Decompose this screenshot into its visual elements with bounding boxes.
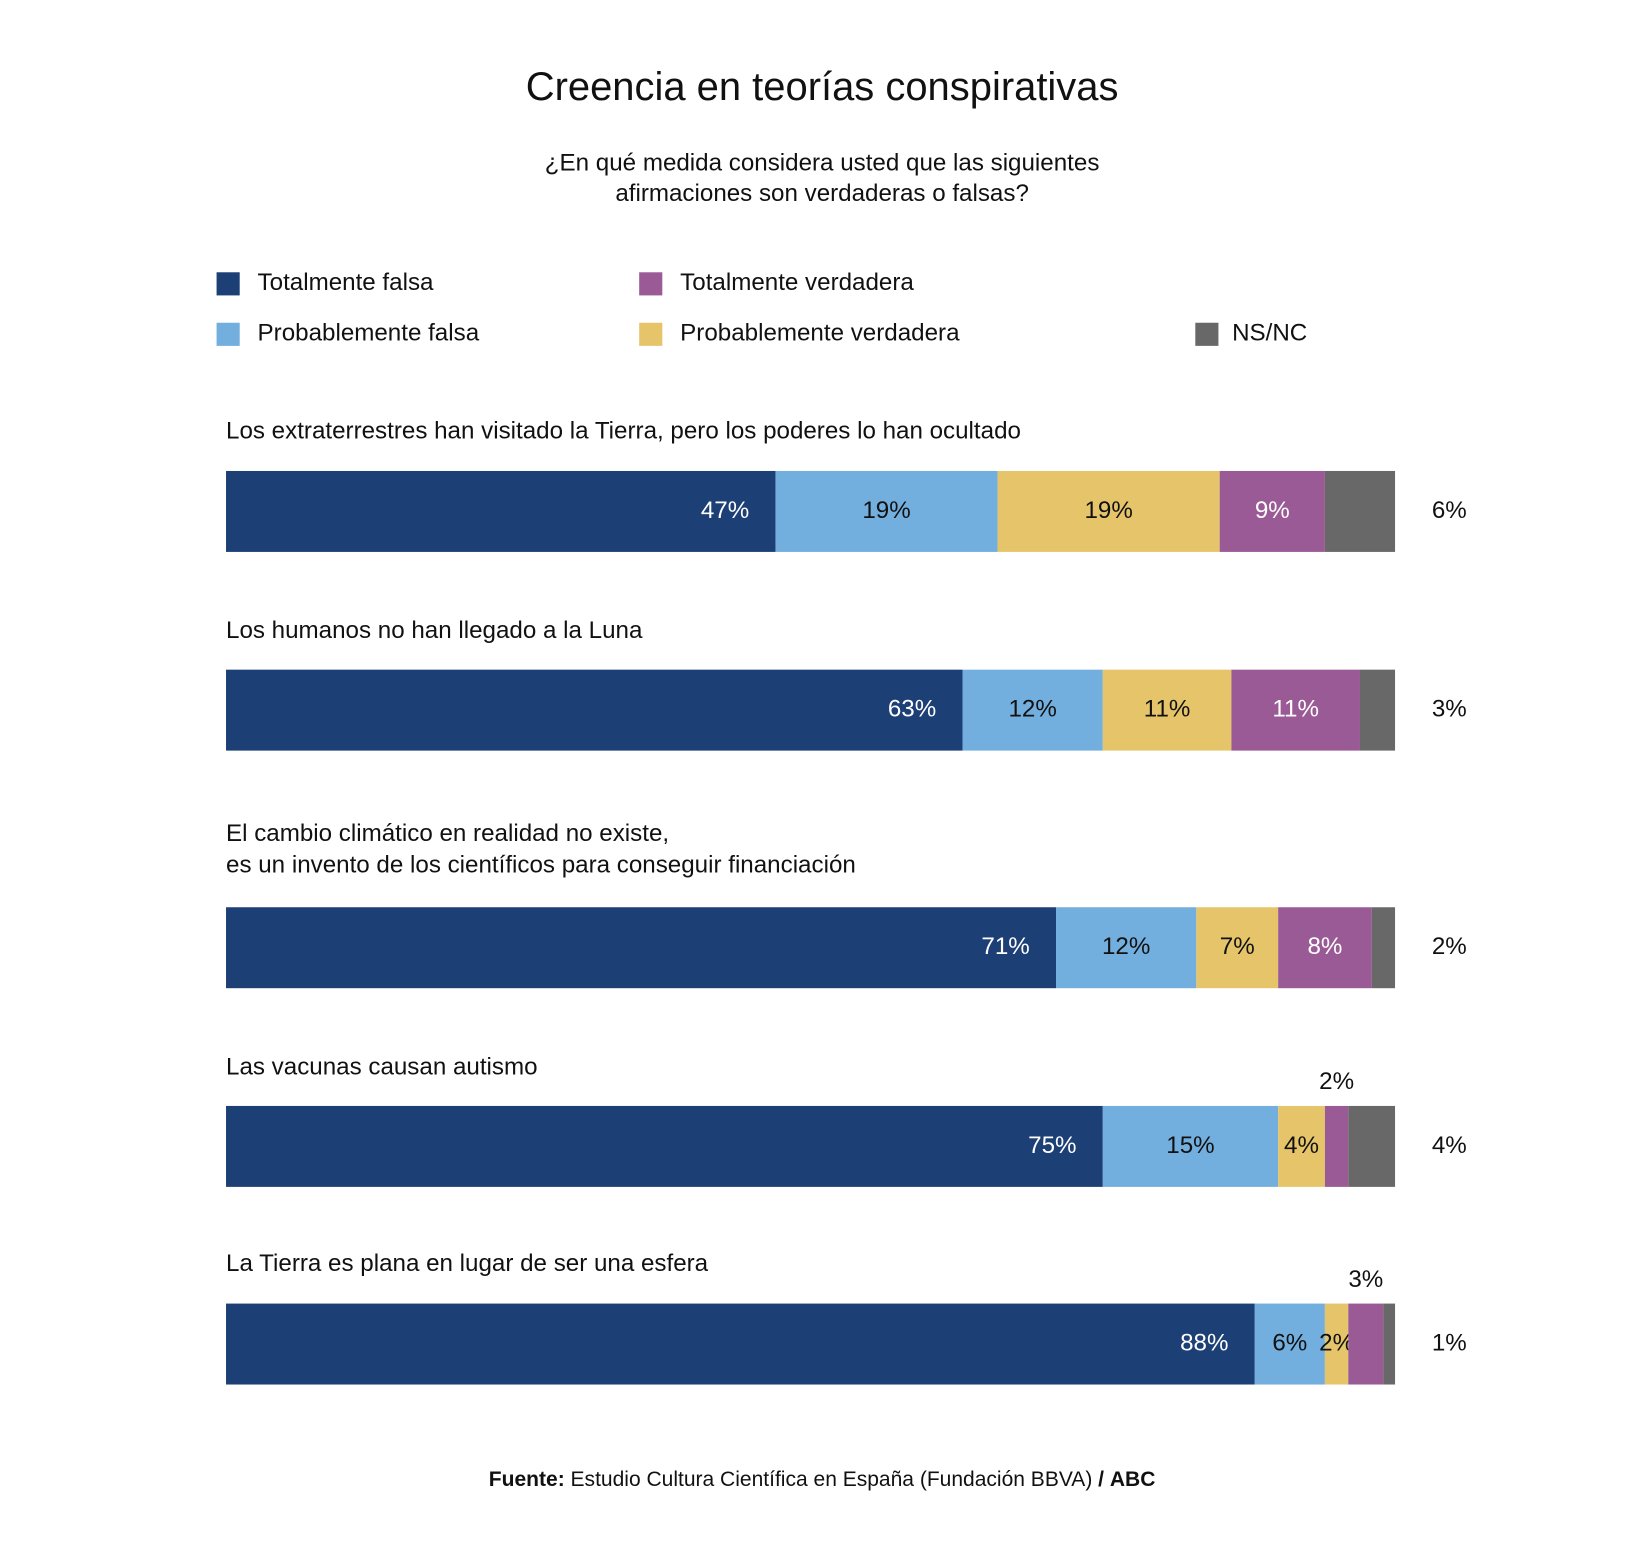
value-label: 6% bbox=[1272, 1329, 1307, 1356]
bar-segment bbox=[226, 1105, 1103, 1187]
source-brand: ABC bbox=[1110, 1468, 1156, 1491]
bar-segment bbox=[1102, 669, 1232, 751]
chart-title: Creencia en teorías conspirativas bbox=[526, 65, 1119, 109]
bar-segment bbox=[1056, 907, 1197, 989]
legend-label: Probablemente verdadera bbox=[680, 320, 960, 347]
value-label: 1% bbox=[1432, 1329, 1467, 1356]
bar-segment bbox=[226, 470, 776, 552]
value-label: 19% bbox=[1084, 497, 1132, 524]
bar-segment bbox=[1278, 1105, 1325, 1187]
value-label: 9% bbox=[1255, 497, 1290, 524]
value-label: 2% bbox=[1319, 1068, 1354, 1095]
bar-segment bbox=[1371, 907, 1396, 989]
bar-segment bbox=[1231, 669, 1360, 751]
source-text: Estudio Cultura Científica en España (Fu… bbox=[571, 1468, 1093, 1491]
bar-segment bbox=[1324, 1105, 1349, 1187]
category-label: es un invento de los científicos para co… bbox=[226, 852, 856, 879]
bar-segment bbox=[1278, 907, 1372, 989]
bar-segment bbox=[226, 1303, 1255, 1385]
bar-segment bbox=[226, 669, 963, 751]
bar-segment bbox=[962, 669, 1103, 751]
bar-segment bbox=[775, 470, 998, 552]
value-label: 4% bbox=[1432, 1132, 1467, 1159]
value-label: 2% bbox=[1432, 933, 1467, 960]
chart-subtitle: afirmaciones son verdaderas o falsas? bbox=[615, 180, 1029, 207]
value-label: 12% bbox=[1008, 696, 1056, 723]
source-label: Fuente: bbox=[489, 1468, 565, 1491]
bar-segment bbox=[1254, 1303, 1325, 1385]
legend-label: Totalmente verdadera bbox=[680, 269, 914, 296]
value-label: 88% bbox=[1180, 1329, 1228, 1356]
bar-segment bbox=[1324, 470, 1396, 552]
value-label: 3% bbox=[1348, 1266, 1383, 1293]
legend-swatch bbox=[639, 272, 663, 296]
value-label: 11% bbox=[1144, 696, 1191, 723]
value-label: 7% bbox=[1220, 933, 1255, 960]
legend-swatch bbox=[1195, 322, 1219, 346]
source-separator: / bbox=[1098, 1468, 1104, 1491]
chart-subtitle: ¿En qué medida considera usted que las s… bbox=[545, 149, 1100, 176]
bar-segment bbox=[1324, 1303, 1349, 1385]
category-label: Las vacunas causan autismo bbox=[226, 1053, 538, 1080]
value-label: 75% bbox=[1028, 1132, 1076, 1159]
legend-swatch bbox=[216, 272, 240, 296]
bar-segment bbox=[1359, 669, 1396, 751]
value-label: 71% bbox=[981, 933, 1029, 960]
legend-swatch bbox=[216, 322, 240, 346]
category-label: Los extraterrestres han visitado la Tier… bbox=[226, 417, 1021, 444]
source: Fuente: Estudio Cultura Científica en Es… bbox=[489, 1468, 1156, 1491]
legend-swatch bbox=[639, 322, 663, 346]
category-label: El cambio climático en realidad no exist… bbox=[226, 820, 669, 847]
bar-segment bbox=[997, 470, 1220, 552]
value-label: 8% bbox=[1307, 933, 1342, 960]
value-label: 12% bbox=[1102, 933, 1150, 960]
value-label: 47% bbox=[701, 497, 749, 524]
legend-label: Probablemente falsa bbox=[258, 320, 480, 347]
legend-label: NS/NC bbox=[1232, 320, 1307, 347]
bar-segment bbox=[1196, 907, 1279, 989]
value-label: 6% bbox=[1432, 497, 1467, 524]
value-label: 3% bbox=[1432, 696, 1467, 723]
bar-segment bbox=[1348, 1105, 1396, 1187]
legend-label: Totalmente falsa bbox=[258, 269, 434, 296]
value-label: 4% bbox=[1284, 1132, 1319, 1159]
bar-segment bbox=[1102, 1105, 1279, 1187]
bar-segment bbox=[1383, 1303, 1396, 1385]
bar-segment bbox=[1348, 1303, 1384, 1385]
category-label: La Tierra es plana en lugar de ser una e… bbox=[226, 1250, 709, 1277]
bar-segment bbox=[226, 907, 1057, 989]
value-label: 11% bbox=[1272, 696, 1319, 723]
bar-segment bbox=[1219, 470, 1325, 552]
value-label: 63% bbox=[888, 696, 936, 723]
value-label: 2% bbox=[1319, 1329, 1354, 1356]
value-label: 19% bbox=[862, 497, 910, 524]
value-label: 15% bbox=[1166, 1132, 1214, 1159]
category-label: Los humanos no han llegado a la Luna bbox=[226, 617, 643, 644]
